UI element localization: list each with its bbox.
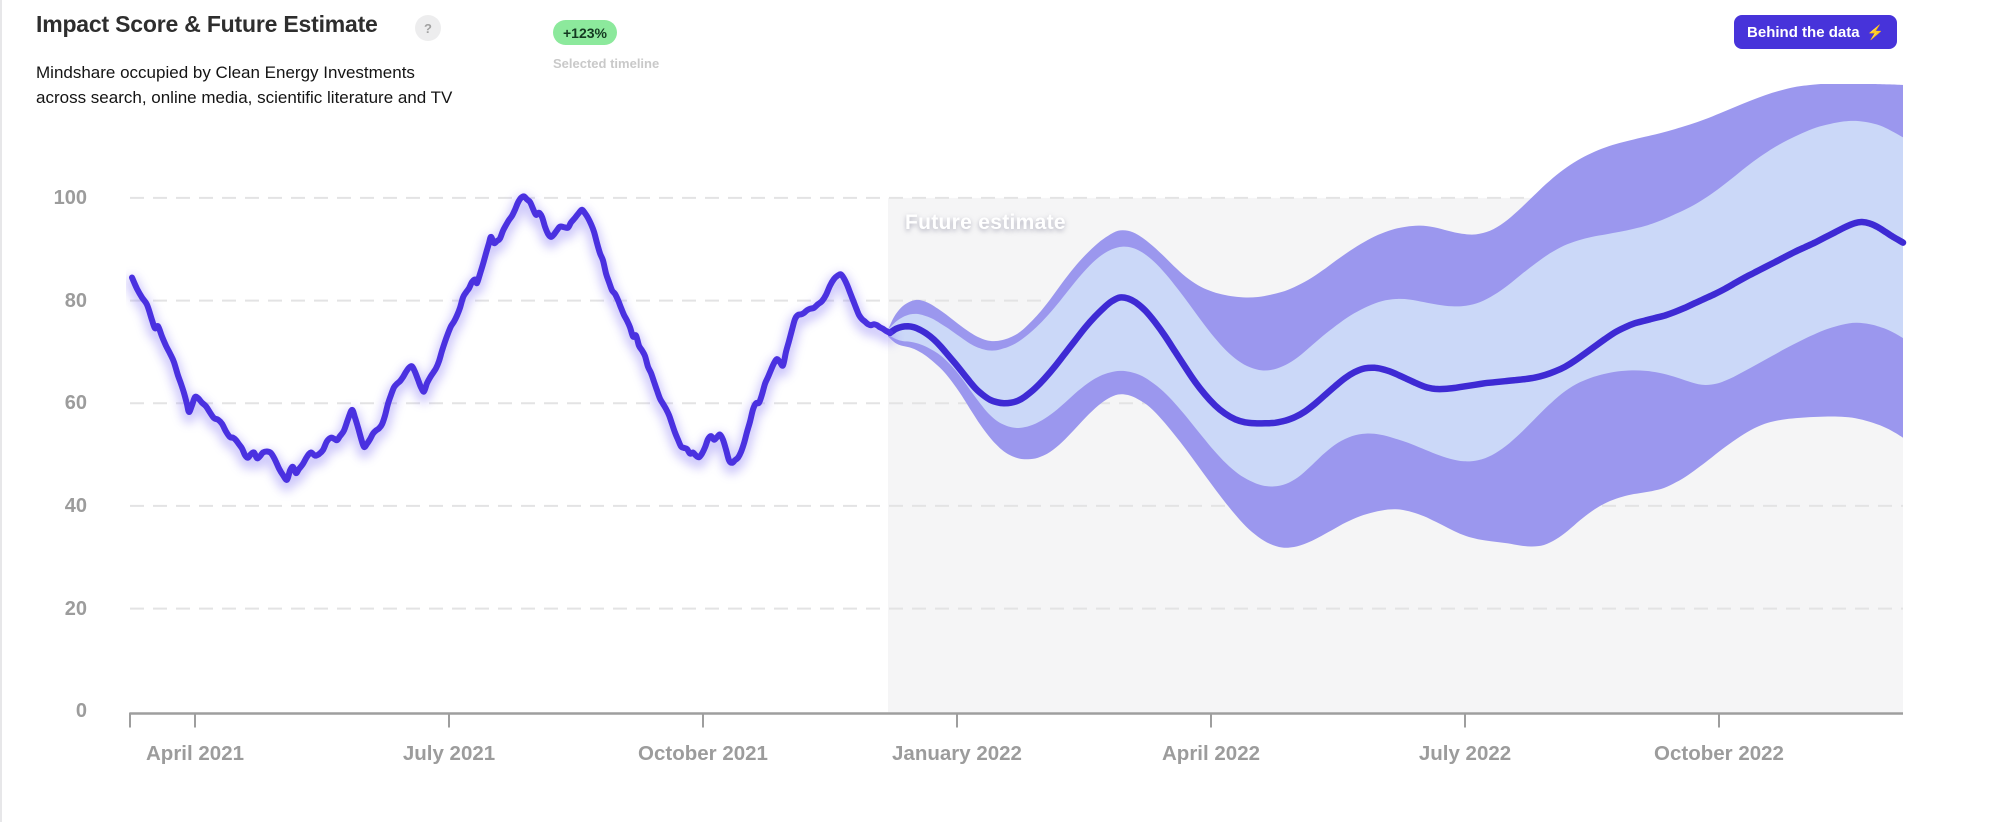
selected-timeline-caption: Selected timeline [553,56,660,71]
help-icon[interactable]: ? [415,15,441,41]
behind-the-data-label: Behind the data [1747,23,1860,41]
help-icon-glyph: ? [424,20,432,36]
x-axis-label: October 2022 [1654,742,1784,765]
lightning-bolt-icon: ⚡ [1866,24,1884,40]
confidence-band-inner [889,120,1903,487]
historical-impact-line [129,193,893,483]
y-axis-label-0: 0 [75,700,87,723]
x-axis-label: July 2021 [402,742,496,765]
y-axis-label-80: 80 [64,289,87,312]
page-title: Impact Score & Future Estimate [36,11,378,37]
x-axis-label: October 2021 [638,742,768,765]
future-estimate-line [886,218,1907,427]
change-percent-badge: +123% [553,20,617,45]
chart-subtitle: Mindshare occupied by Clean Energy Inves… [36,63,453,107]
x-axis-label: January 2022 [892,742,1022,765]
panel-left-divider [0,0,2,822]
behind-the-data-button[interactable]: Behind the data ⚡ [1734,15,1897,49]
historical-line-glow [126,194,897,492]
plot-area [126,84,1907,548]
y-axis-label-40: 40 [64,494,87,517]
y-axis-label-100: 100 [53,186,87,209]
y-axis-label-60: 60 [64,392,87,415]
future-estimate-label: Future estimate [905,211,1066,234]
x-axis-label: April 2022 [1162,742,1260,765]
x-axis-label: July 2022 [1418,742,1512,765]
y-axis-label-20: 20 [64,597,87,620]
x-axis-label: April 2021 [146,742,244,765]
change-percent-value: +123% [563,24,607,41]
